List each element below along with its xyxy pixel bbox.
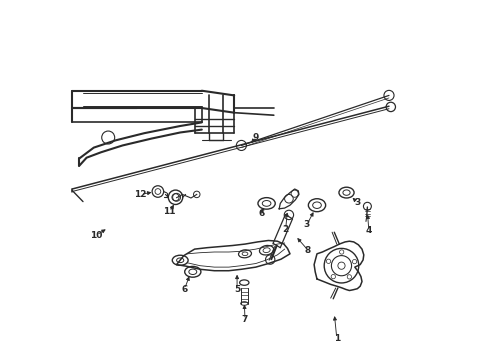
Text: 1: 1 bbox=[334, 334, 340, 343]
Text: 4: 4 bbox=[366, 226, 372, 235]
Text: 7: 7 bbox=[242, 315, 248, 324]
Text: 6: 6 bbox=[258, 209, 264, 217]
Text: 2: 2 bbox=[283, 225, 289, 234]
Text: 3: 3 bbox=[354, 198, 361, 207]
Text: 5: 5 bbox=[234, 284, 240, 294]
Text: 3: 3 bbox=[304, 220, 310, 229]
Text: 11: 11 bbox=[163, 207, 175, 216]
Text: 9: 9 bbox=[253, 133, 259, 142]
Text: 8: 8 bbox=[305, 246, 311, 255]
Text: 12: 12 bbox=[134, 190, 147, 199]
Text: 10: 10 bbox=[90, 231, 102, 240]
Text: 6: 6 bbox=[181, 284, 188, 294]
